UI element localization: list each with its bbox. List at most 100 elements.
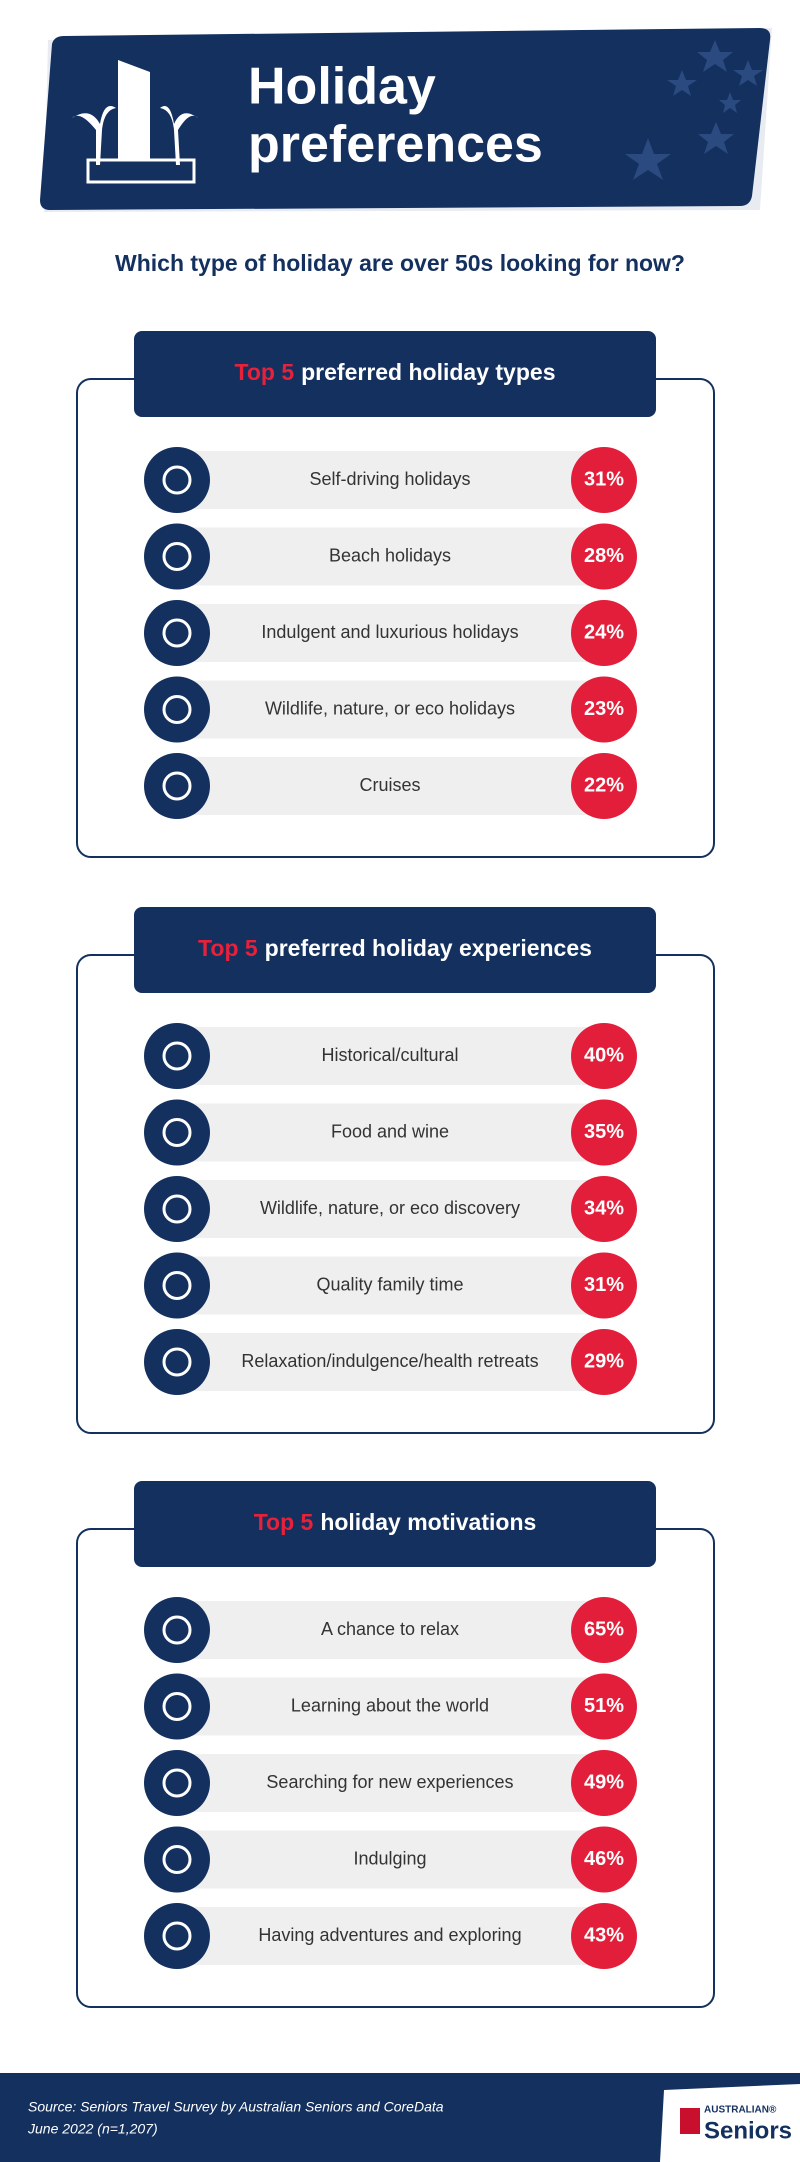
item-value: 65% (584, 1618, 624, 1640)
row-bar (180, 1830, 606, 1889)
row-bar (180, 1180, 606, 1238)
icon-glyph (162, 695, 192, 724)
item-value: 40% (584, 1044, 624, 1066)
item-label: Cruises (359, 775, 420, 795)
item-label: Quality family time (316, 1274, 463, 1294)
item-label: Wildlife, nature, or eco discovery (260, 1198, 520, 1218)
source: Source: Seniors Travel Survey by Austral… (28, 2099, 444, 2115)
icon-glyph (162, 1692, 192, 1721)
heading-text: preferred holiday experiences (265, 935, 592, 961)
logo-small: AUSTRALIAN® (704, 2105, 777, 2116)
item-label: A chance to relax (321, 1619, 459, 1639)
source: June 2022 (n=1,207) (27, 2121, 158, 2137)
row-icon (144, 1750, 210, 1816)
heading-text: preferred holiday types (301, 359, 555, 385)
value-badge (571, 1750, 637, 1816)
subtitle: Which type of holiday are over 50s looki… (115, 250, 685, 276)
section-heading: Top 5 preferred holiday experiences (198, 935, 592, 961)
icon-glyph (162, 1041, 192, 1071)
icon-glyph (162, 1271, 192, 1300)
title: Holiday (248, 58, 436, 116)
item-value: 22% (584, 774, 624, 796)
item-value: 29% (584, 1350, 624, 1372)
section-heading: Top 5 preferred holiday types (235, 359, 556, 385)
row-icon (144, 447, 210, 513)
row-bar (180, 1907, 606, 1965)
value-badge (571, 1826, 637, 1893)
hotel-icon (72, 60, 198, 184)
item-label: Food and wine (331, 1121, 449, 1141)
section-heading: Top 5 holiday motivations (254, 1509, 537, 1535)
row-icon (144, 1329, 210, 1395)
icon-glyph (162, 1118, 192, 1147)
section-header (134, 907, 656, 993)
item-label: Having adventures and exploring (258, 1925, 521, 1945)
logo-big: Seniors (704, 2117, 792, 2144)
row-icon (144, 1099, 210, 1166)
icon-glyph (162, 542, 192, 571)
row-icon (144, 753, 210, 819)
row-icon (144, 1826, 210, 1893)
row-bar (180, 527, 606, 586)
item-value: 31% (584, 468, 624, 490)
item-label: Self-driving holidays (309, 469, 470, 489)
row-icon (144, 676, 210, 743)
item-label: Historical/cultural (321, 1045, 458, 1065)
row-icon (144, 1176, 210, 1242)
item-value: 49% (584, 1771, 624, 1793)
item-label: Learning about the world (291, 1695, 489, 1715)
icon-glyph (162, 1347, 192, 1377)
icon-glyph (162, 465, 192, 495)
item-label: Indulging (353, 1848, 426, 1868)
row-icon (144, 1673, 210, 1740)
icon-glyph (162, 1194, 192, 1224)
row-bar (180, 757, 606, 815)
heading-highlight: Top 5 (254, 1509, 314, 1535)
value-badge (571, 1903, 637, 1969)
section-header (134, 1481, 656, 1567)
row-bar (180, 1256, 606, 1315)
value-badge (571, 523, 637, 590)
value-badge (571, 1023, 637, 1089)
icon-glyph (162, 1921, 192, 1951)
item-value: 46% (584, 1848, 624, 1870)
row-bar (180, 451, 606, 509)
heading-text: holiday motivations (320, 1509, 536, 1535)
row-icon (144, 1597, 210, 1663)
row-icon (144, 600, 210, 666)
row-bar (180, 1754, 606, 1812)
item-value: 31% (584, 1274, 624, 1296)
icon-glyph (162, 1845, 192, 1874)
row-bar (180, 680, 606, 739)
value-badge (571, 1099, 637, 1166)
banner (40, 28, 771, 210)
row-icon (144, 1023, 210, 1089)
item-value: 24% (584, 621, 624, 643)
icon-glyph (162, 618, 192, 648)
item-label: Searching for new experiences (266, 1772, 513, 1792)
item-label: Wildlife, nature, or eco holidays (265, 698, 515, 718)
row-bar (180, 604, 606, 662)
value-badge (571, 676, 637, 743)
row-bar (180, 1333, 606, 1391)
item-value: 43% (584, 1924, 624, 1946)
row-icon (144, 1252, 210, 1319)
icon-glyph (162, 1768, 192, 1798)
row-icon (144, 523, 210, 590)
value-badge (571, 1252, 637, 1319)
row-bar (180, 1601, 606, 1659)
row-icon (144, 1903, 210, 1969)
stars (625, 40, 763, 180)
section-header (134, 331, 656, 417)
item-value: 51% (584, 1695, 624, 1717)
logo-mark (680, 2108, 700, 2134)
row-bar (180, 1103, 606, 1162)
item-value: 34% (584, 1197, 624, 1219)
row-bar (180, 1027, 606, 1085)
item-value: 28% (584, 545, 624, 567)
value-badge (571, 753, 637, 819)
title: preferences (248, 116, 543, 174)
item-label: Indulgent and luxurious holidays (261, 622, 518, 642)
value-badge (571, 1329, 637, 1395)
